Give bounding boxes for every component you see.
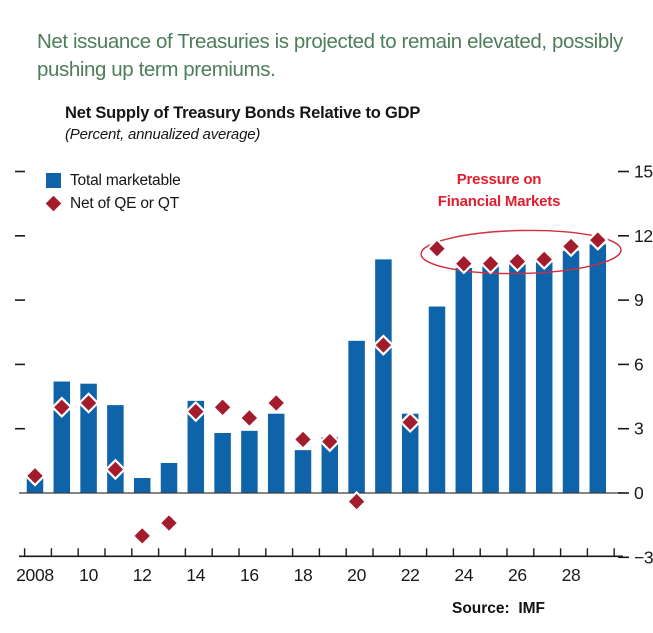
bar-2026 bbox=[509, 263, 526, 493]
bar-2029 bbox=[589, 244, 607, 493]
bar-2024 bbox=[455, 267, 473, 493]
diamond-2020 bbox=[345, 490, 368, 513]
legend-item-total-marketable: Total marketable bbox=[46, 169, 181, 192]
y-axis-label-3: 3 bbox=[634, 419, 643, 439]
chart-title: Net Supply of Treasury Bonds Relative to… bbox=[65, 104, 421, 122]
source-prefix: Source: bbox=[452, 600, 510, 617]
x-axis-label-20: 20 bbox=[347, 565, 366, 585]
bar-2013 bbox=[160, 462, 178, 493]
bar-2018 bbox=[294, 450, 312, 493]
annotation-line-2: Financial Markets bbox=[437, 193, 561, 210]
bar-2019 bbox=[321, 437, 339, 493]
diamond-2027 bbox=[533, 248, 555, 271]
y-axis-label-9: 9 bbox=[634, 290, 643, 310]
diamond-2021 bbox=[372, 334, 395, 356]
x-axis-label-10: 10 bbox=[79, 565, 98, 585]
diamond-2029 bbox=[587, 229, 609, 251]
bar-2010 bbox=[80, 383, 97, 493]
chart-subtitle: (Percent, annualized average) bbox=[65, 126, 261, 143]
bar-2020 bbox=[348, 340, 365, 493]
bar-2014 bbox=[187, 400, 205, 493]
x-axis-label-22: 22 bbox=[401, 565, 420, 585]
legend-square-marker-icon bbox=[46, 173, 61, 188]
diamond-2009 bbox=[51, 396, 73, 419]
legend: Total marketable Net of QE or QT bbox=[45, 169, 181, 215]
diamond-2018 bbox=[292, 428, 314, 451]
bar-2023 bbox=[428, 306, 446, 493]
y-axis-label-6: 6 bbox=[634, 354, 643, 374]
diamond-2025 bbox=[479, 252, 502, 275]
x-axis-label-12: 12 bbox=[133, 565, 152, 585]
diamond-2012 bbox=[131, 525, 153, 547]
diamond-2011 bbox=[104, 458, 127, 481]
y-axis-label-12: 12 bbox=[634, 226, 653, 246]
y-axis-label--3: −3 bbox=[634, 547, 653, 567]
bar-2027 bbox=[535, 261, 553, 493]
diamond-2022 bbox=[399, 411, 421, 434]
diamond-2008 bbox=[24, 465, 46, 487]
x-axis-label-2008: 2008 bbox=[16, 565, 54, 585]
legend-label-total-marketable: Total marketable bbox=[70, 171, 181, 189]
y-axis-label-0: 0 bbox=[634, 483, 644, 503]
x-axis-label-26: 26 bbox=[508, 565, 527, 585]
diamond-2023 bbox=[426, 237, 448, 260]
diamond-2017 bbox=[265, 392, 287, 414]
bar-2017 bbox=[267, 413, 285, 493]
x-axis-label-16: 16 bbox=[240, 565, 259, 585]
diamond-2028 bbox=[560, 235, 582, 258]
diamond-2016 bbox=[238, 407, 261, 429]
source-label: Source: IMF bbox=[452, 600, 545, 618]
x-axis-label-14: 14 bbox=[186, 565, 205, 585]
diamond-2014 bbox=[185, 400, 207, 423]
bar-2012 bbox=[133, 477, 151, 493]
bar-2025 bbox=[482, 265, 499, 493]
x-axis-label-24: 24 bbox=[454, 565, 473, 585]
source-value: IMF bbox=[518, 600, 546, 617]
annotation-pressure-on-financial-markets: Pressure on Financial Markets bbox=[403, 169, 595, 213]
bar-2016 bbox=[241, 430, 258, 493]
y-axis-label-15: 15 bbox=[634, 162, 653, 182]
bar-2022 bbox=[401, 413, 419, 493]
highlight-ellipse bbox=[420, 229, 622, 275]
annotation-line-1: Pressure on bbox=[456, 171, 542, 188]
diamond-2015 bbox=[211, 396, 234, 419]
bar-2015 bbox=[214, 432, 231, 493]
diamond-2019 bbox=[319, 430, 341, 453]
legend-item-net-of-qe: Net of QE or QT bbox=[45, 192, 181, 215]
headline-text: Net issuance of Treasuries is projected … bbox=[37, 30, 623, 81]
bar-2028 bbox=[562, 250, 580, 493]
x-axis-label-28: 28 bbox=[562, 565, 581, 585]
diamond-2010 bbox=[77, 392, 100, 414]
diamond-2024 bbox=[453, 252, 475, 275]
diamond-2026 bbox=[506, 250, 529, 273]
legend-label-net-of-qe: Net of QE or QT bbox=[70, 194, 179, 212]
diamond-2013 bbox=[158, 512, 180, 534]
bar-2021 bbox=[375, 259, 392, 493]
x-axis-label-18: 18 bbox=[294, 565, 313, 585]
